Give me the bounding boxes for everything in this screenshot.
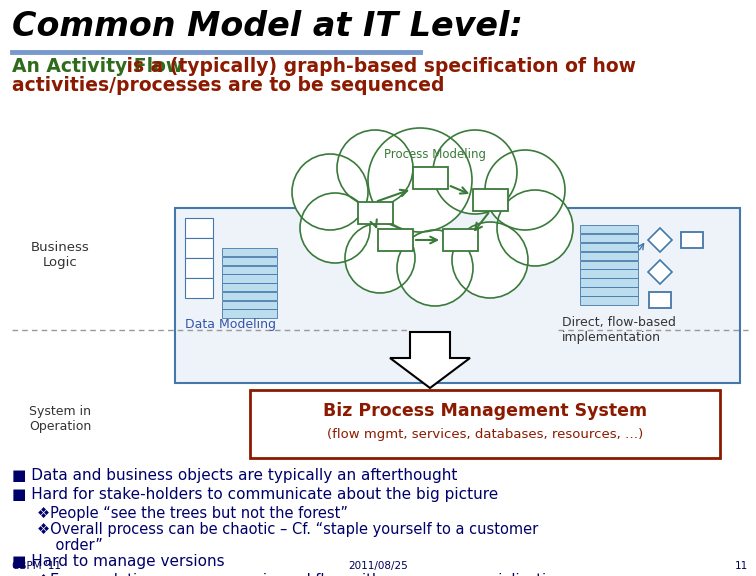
Text: ■ Data and business objects are typically an afterthought: ■ Data and business objects are typicall… [12,468,457,483]
FancyBboxPatch shape [580,225,638,233]
Text: 11: 11 [735,561,748,571]
Circle shape [397,230,473,306]
FancyBboxPatch shape [222,257,277,265]
FancyBboxPatch shape [222,283,277,291]
Text: 2011/08/25: 2011/08/25 [348,561,408,571]
Text: is a (typically) graph-based specification of how: is a (typically) graph-based specificati… [120,57,636,76]
Text: Direct, flow-based
implementation: Direct, flow-based implementation [562,316,676,344]
Circle shape [433,130,517,214]
Text: Business
Logic: Business Logic [31,241,89,269]
FancyBboxPatch shape [185,258,213,278]
Circle shape [300,193,370,263]
FancyBboxPatch shape [185,238,213,257]
FancyBboxPatch shape [442,229,478,251]
FancyBboxPatch shape [222,309,277,317]
Text: ■ Hard for stake-holders to communicate about the big picture: ■ Hard for stake-holders to communicate … [12,487,498,502]
Text: order”: order” [37,538,103,553]
Text: Common Model at IT Level:: Common Model at IT Level: [12,10,523,43]
FancyBboxPatch shape [185,278,213,297]
FancyBboxPatch shape [222,266,277,274]
Polygon shape [648,260,672,284]
Text: ■ Hard to manage versions: ■ Hard to manage versions [12,554,225,569]
FancyBboxPatch shape [580,278,638,287]
FancyBboxPatch shape [413,167,448,189]
Text: Biz Process Management System: Biz Process Management System [323,402,647,420]
Text: CBPM '11: CBPM '11 [12,561,61,571]
FancyBboxPatch shape [175,208,740,383]
Circle shape [345,223,415,293]
Circle shape [337,130,413,206]
Text: (flow mgmt, services, databases, resources, …): (flow mgmt, services, databases, resourc… [327,428,643,441]
FancyBboxPatch shape [580,252,638,260]
FancyBboxPatch shape [222,274,277,282]
FancyBboxPatch shape [472,189,507,211]
Text: ❖Overall process can be chaotic – Cf. “staple yourself to a customer: ❖Overall process can be chaotic – Cf. “s… [37,522,538,537]
Circle shape [485,150,565,230]
Text: activities/processes are to be sequenced: activities/processes are to be sequenced [12,76,445,95]
FancyBboxPatch shape [681,232,703,248]
Circle shape [452,222,528,298]
Circle shape [497,190,573,266]
Text: Process Modeling: Process Modeling [384,148,486,161]
Text: ❖E.g., evolution, re-use, generic workflow with numerous specializations: ❖E.g., evolution, re-use, generic workfl… [37,573,572,576]
FancyBboxPatch shape [580,242,638,251]
FancyBboxPatch shape [377,229,413,251]
FancyBboxPatch shape [580,260,638,269]
Circle shape [368,128,472,232]
Circle shape [292,154,368,230]
Text: ❖People “see the trees but not the forest”: ❖People “see the trees but not the fores… [37,506,348,521]
FancyBboxPatch shape [580,234,638,242]
FancyBboxPatch shape [250,390,720,458]
Polygon shape [648,228,672,252]
FancyBboxPatch shape [222,292,277,300]
FancyBboxPatch shape [222,301,277,309]
Text: An Activity Flow: An Activity Flow [12,57,183,76]
FancyBboxPatch shape [185,218,213,237]
FancyBboxPatch shape [580,296,638,305]
Text: System in
Operation: System in Operation [29,405,91,433]
FancyBboxPatch shape [580,270,638,278]
Polygon shape [390,332,470,388]
FancyBboxPatch shape [580,287,638,295]
Text: Data Modeling: Data Modeling [185,318,276,331]
FancyBboxPatch shape [222,248,277,256]
FancyBboxPatch shape [649,292,671,308]
FancyBboxPatch shape [358,202,392,224]
